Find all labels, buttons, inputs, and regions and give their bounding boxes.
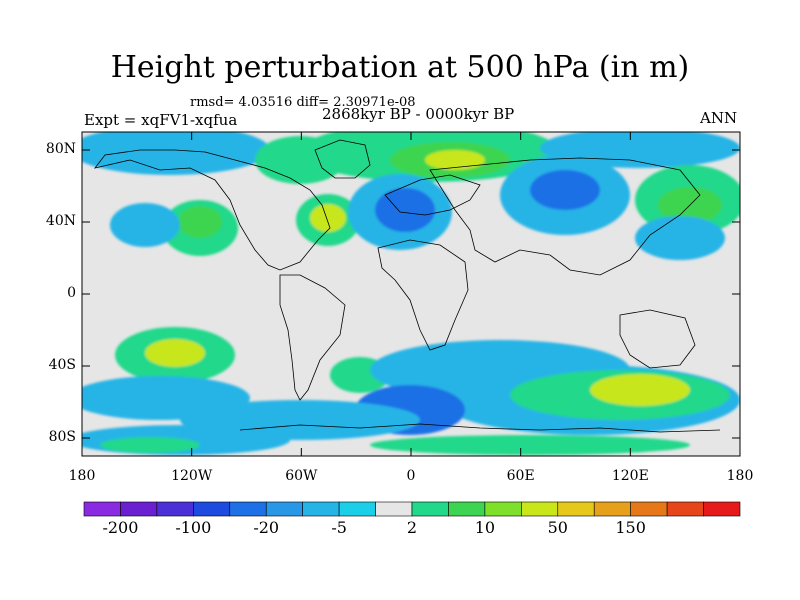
lon-label: 180 — [726, 468, 754, 484]
colorbar-box — [557, 501, 595, 517]
colorbar-box — [630, 501, 668, 517]
contour-field — [82, 132, 740, 456]
lon-label: 0 — [406, 468, 416, 484]
colorbar-box — [265, 501, 303, 517]
colorbar-label: -100 — [175, 518, 212, 537]
colorbar-label: 10 — [474, 518, 496, 537]
lon-label: 120W — [171, 468, 213, 484]
colorbar-label: -20 — [253, 518, 280, 537]
colorbar-box — [375, 501, 413, 517]
colorbar-box — [448, 501, 486, 517]
south-america-coast — [279, 274, 346, 401]
lat-label: 80N — [45, 141, 76, 157]
colorbar-box — [83, 501, 121, 517]
lon-label: 120E — [611, 468, 649, 484]
colorbar-box — [193, 501, 231, 517]
colorbar-box — [521, 501, 559, 517]
coastlines — [94, 139, 721, 433]
colorbar-box — [484, 501, 522, 517]
colorbar-box — [338, 501, 376, 517]
colorbar — [83, 501, 741, 517]
asia-coast — [429, 157, 701, 276]
colorbar-label: 50 — [547, 518, 568, 537]
antarctica-coast — [239, 423, 721, 433]
lon-label: 180 — [68, 468, 96, 484]
australia-coast — [619, 309, 696, 369]
colorbar-label: 2 — [406, 518, 418, 537]
colorbar-box — [666, 501, 704, 517]
experiment-label: Expt = xqFV1-xqfua — [84, 111, 238, 129]
colorbar-box — [120, 501, 158, 517]
europe-coast — [384, 174, 481, 216]
lon-label: 60E — [506, 468, 535, 484]
greenland-coast — [314, 139, 371, 179]
lat-label: 0 — [67, 285, 76, 301]
lat-label: 40S — [48, 357, 76, 373]
colorbar-box — [593, 501, 631, 517]
north-pacific-blue — [82, 132, 270, 175]
lat-label: 40N — [45, 213, 76, 229]
colorbar-box — [156, 501, 194, 517]
plot-title: Height perturbation at 500 hPa (in m) — [110, 50, 690, 85]
lat-label: 80S — [48, 429, 76, 445]
colorbar-box — [302, 501, 340, 517]
colorbar-box — [229, 501, 267, 517]
colorbar-label: -200 — [102, 518, 139, 537]
season-label: ANN — [700, 109, 738, 127]
rmsd-subtitle: rmsd= 4.03516 diff= 2.30971e-08 — [190, 95, 416, 110]
axis-ticks — [81, 132, 741, 456]
colorbar-box — [411, 501, 449, 517]
period-label: 2868kyr BP - 0000kyr BP — [322, 105, 515, 123]
north-america-coast — [94, 149, 331, 271]
lon-label: 60W — [285, 468, 318, 484]
colorbar-label: 150 — [615, 518, 646, 537]
colorbar-box — [703, 501, 741, 517]
colorbar-label: -5 — [331, 518, 347, 537]
africa-coast — [377, 239, 469, 351]
